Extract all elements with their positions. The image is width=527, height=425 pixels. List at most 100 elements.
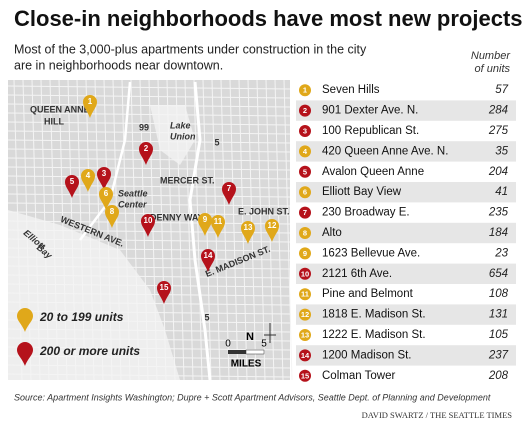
north: N bbox=[246, 331, 254, 343]
pin-number: 1 bbox=[88, 97, 93, 106]
street bbox=[220, 79, 230, 381]
pin: 14 bbox=[201, 249, 215, 272]
row-number: 12 bbox=[301, 310, 309, 319]
row-name: Alto bbox=[322, 227, 342, 239]
row-name: 230 Broadway E. bbox=[322, 207, 410, 219]
street bbox=[283, 79, 293, 381]
pin-number: 10 bbox=[144, 216, 153, 225]
scale-unit: MILES bbox=[231, 359, 262, 370]
source: Source: Apartment Insights Washington; D… bbox=[14, 392, 491, 402]
map-label: 5 bbox=[214, 137, 219, 147]
street bbox=[7, 157, 291, 162]
pin-shape bbox=[211, 215, 225, 238]
row-units: 184 bbox=[489, 227, 508, 239]
street bbox=[7, 85, 291, 90]
pin-shape bbox=[198, 213, 212, 236]
pin: 12 bbox=[265, 219, 279, 242]
pin: 13 bbox=[241, 221, 255, 244]
row-name: Colman Tower bbox=[322, 370, 395, 382]
street bbox=[166, 79, 176, 381]
map-label: 5 bbox=[204, 312, 209, 322]
column-header: Number bbox=[471, 50, 511, 62]
map-label: Union bbox=[170, 131, 196, 141]
street bbox=[7, 310, 291, 315]
pin: 15 bbox=[157, 281, 171, 304]
street bbox=[7, 202, 291, 207]
subtitle: Most of the 3,000-plus apartments under … bbox=[14, 42, 367, 56]
row-number: 11 bbox=[301, 290, 309, 299]
pin-shape bbox=[99, 187, 113, 210]
pin: 2 bbox=[139, 142, 153, 165]
row-shade bbox=[296, 182, 516, 203]
pin: 4 bbox=[81, 169, 95, 192]
column-header: of units bbox=[475, 63, 511, 75]
pin-number: 3 bbox=[102, 169, 107, 178]
row-units: 208 bbox=[488, 370, 509, 382]
street bbox=[7, 265, 291, 270]
pin-number: 15 bbox=[160, 283, 169, 292]
row-units: 284 bbox=[488, 105, 508, 117]
map-label: DENNY WAY bbox=[150, 212, 204, 222]
street bbox=[7, 175, 291, 180]
street bbox=[148, 79, 158, 381]
pin: 11 bbox=[211, 215, 225, 238]
pin-number: 7 bbox=[227, 184, 232, 193]
row-badge bbox=[299, 247, 311, 260]
row-units: 204 bbox=[488, 166, 508, 178]
pin-number: 5 bbox=[70, 177, 75, 186]
row-badge bbox=[299, 369, 311, 382]
street bbox=[7, 112, 291, 117]
pin-number: 14 bbox=[204, 251, 213, 260]
row-badge bbox=[299, 186, 311, 199]
row-shade bbox=[296, 263, 516, 284]
scale-bar bbox=[245, 349, 265, 355]
map-label: Lake bbox=[170, 120, 191, 130]
row-number: 10 bbox=[301, 269, 309, 278]
row-badge bbox=[299, 349, 311, 362]
row-number: 9 bbox=[303, 249, 307, 258]
street bbox=[7, 238, 291, 243]
street bbox=[7, 274, 291, 279]
pin: 10 bbox=[141, 214, 155, 237]
pin-shape bbox=[65, 175, 79, 198]
highway bbox=[79, 81, 132, 241]
map-label: HILL bbox=[44, 116, 64, 126]
row-units: 131 bbox=[489, 309, 508, 321]
street bbox=[7, 337, 291, 342]
street bbox=[184, 79, 194, 381]
row-number: 6 bbox=[303, 188, 307, 197]
street bbox=[7, 193, 291, 198]
pin-shape bbox=[97, 167, 111, 190]
row-number: 4 bbox=[303, 147, 308, 156]
row-shade bbox=[296, 100, 516, 121]
street bbox=[229, 79, 239, 381]
pin-number: 6 bbox=[104, 189, 109, 198]
street bbox=[7, 94, 291, 99]
pin-shape bbox=[222, 182, 236, 205]
pin-number: 9 bbox=[203, 215, 208, 224]
row-badge bbox=[299, 125, 311, 137]
pin: 6 bbox=[99, 187, 113, 210]
pin-number: 12 bbox=[268, 221, 277, 230]
row-badge bbox=[299, 206, 311, 219]
row-units: 23 bbox=[494, 247, 508, 259]
row-shade bbox=[296, 345, 516, 366]
row-number: 5 bbox=[303, 167, 307, 176]
row-shade bbox=[296, 141, 516, 162]
street bbox=[274, 79, 284, 381]
street bbox=[7, 319, 291, 324]
row-name: 2121 6th Ave. bbox=[322, 268, 392, 280]
street bbox=[7, 373, 291, 378]
street bbox=[7, 292, 291, 297]
map-label: QUEEN ANNE bbox=[30, 104, 90, 114]
street bbox=[7, 139, 291, 144]
row-badge bbox=[299, 145, 311, 158]
street bbox=[7, 355, 291, 360]
row-name: Pine and Belmont bbox=[322, 288, 414, 300]
row-units: 237 bbox=[488, 349, 509, 361]
pin-shape bbox=[83, 95, 97, 118]
lake bbox=[150, 105, 195, 165]
